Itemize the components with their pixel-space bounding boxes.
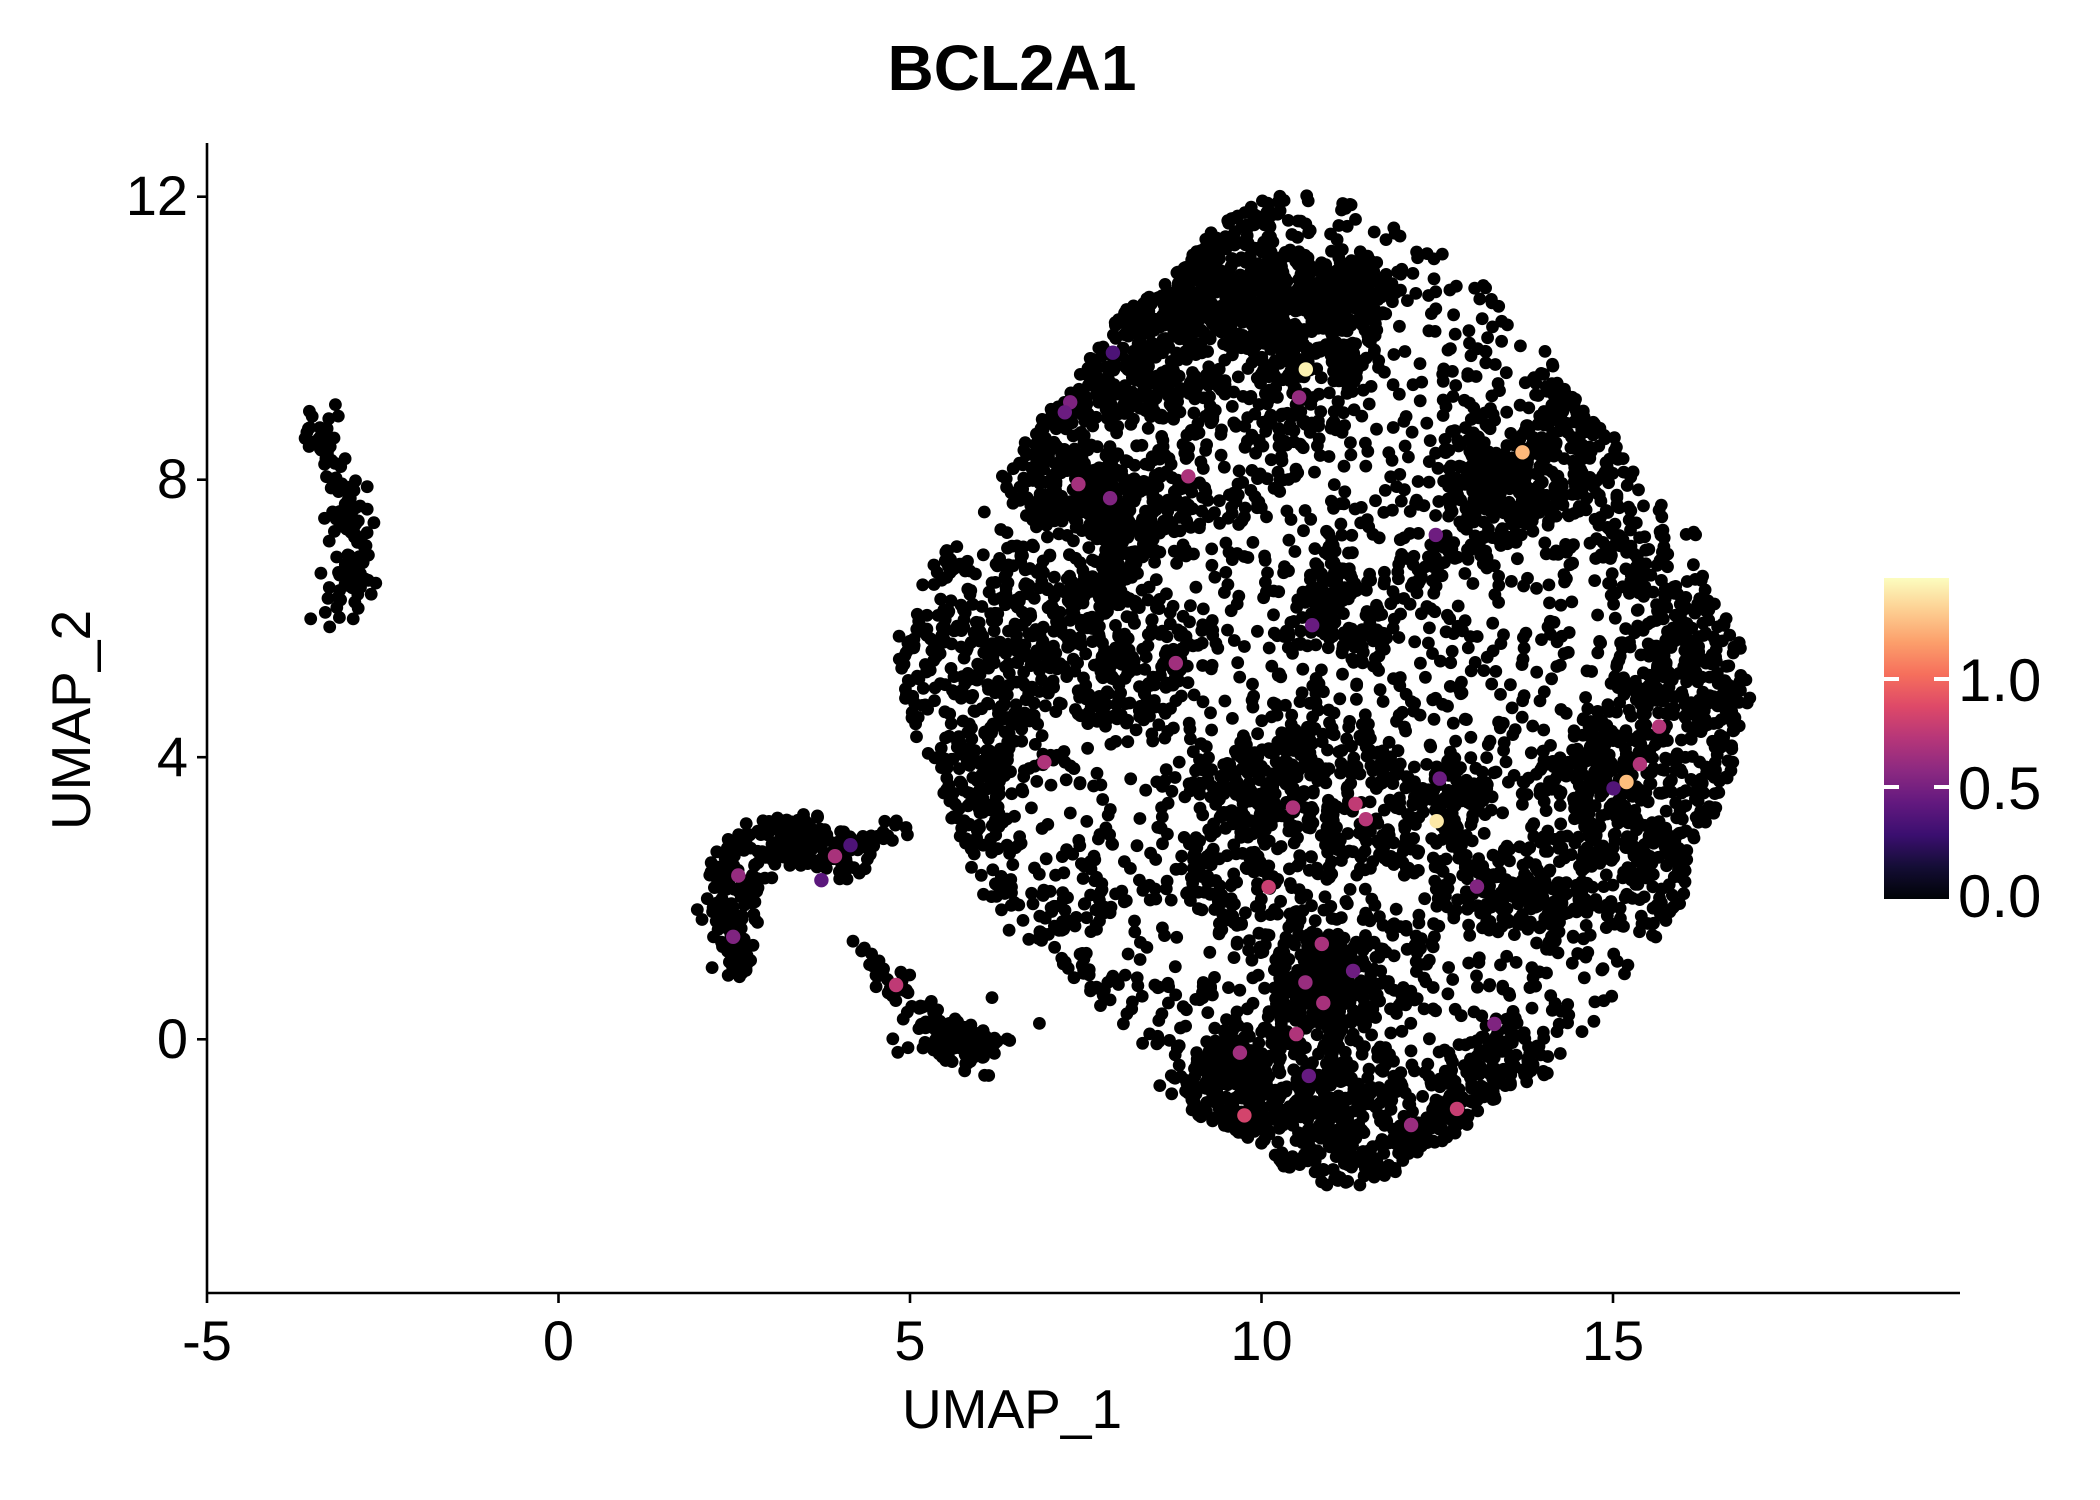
svg-text:4: 4 — [157, 725, 188, 788]
svg-text:BCL2A1: BCL2A1 — [888, 32, 1137, 104]
svg-text:15: 15 — [1582, 1309, 1644, 1372]
svg-text:UMAP_1: UMAP_1 — [902, 1378, 1122, 1440]
svg-text:10: 10 — [1230, 1309, 1292, 1372]
svg-text:12: 12 — [126, 164, 188, 227]
svg-text:0: 0 — [543, 1309, 574, 1372]
svg-text:5: 5 — [894, 1309, 925, 1372]
svg-text:8: 8 — [157, 447, 188, 510]
svg-text:UMAP_2: UMAP_2 — [40, 610, 102, 830]
svg-text:-5: -5 — [182, 1309, 232, 1372]
svg-text:0: 0 — [157, 1007, 188, 1070]
